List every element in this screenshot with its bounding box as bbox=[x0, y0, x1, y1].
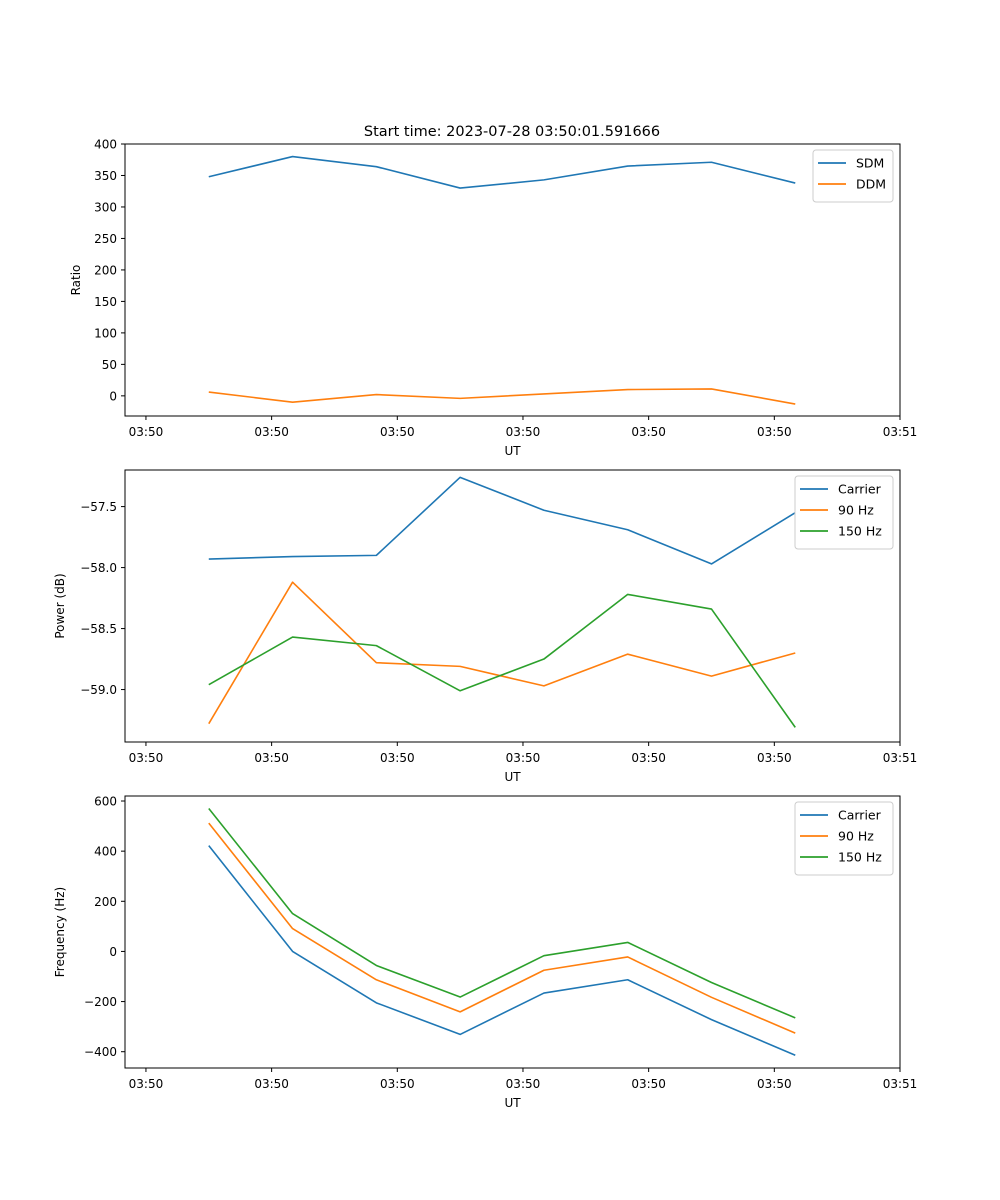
figure-title: Start time: 2023-07-28 03:50:01.591666 bbox=[364, 124, 660, 140]
axes-frame bbox=[124, 795, 901, 1069]
x-tick-label: 03:50 bbox=[129, 425, 164, 439]
x-tick-label: 03:50 bbox=[129, 751, 164, 765]
x-tick-label: 03:50 bbox=[631, 1077, 666, 1091]
y-tick-label: 350 bbox=[94, 169, 117, 183]
y-axis-label: Frequency (Hz) bbox=[53, 887, 67, 978]
x-tick-label: 03:50 bbox=[254, 425, 289, 439]
legend-label-sdm: SDM bbox=[856, 156, 884, 171]
x-tick-label: 03:50 bbox=[380, 425, 415, 439]
axes-frame bbox=[124, 469, 901, 743]
legend-label-90-hz: 90 Hz bbox=[838, 503, 874, 518]
legend-label-ddm: DDM bbox=[856, 177, 886, 192]
y-tick-label: −58.0 bbox=[80, 561, 117, 575]
legend-label-carrier: Carrier bbox=[838, 482, 882, 497]
legend-label-90-hz: 90 Hz bbox=[838, 829, 874, 844]
x-axis-label: UT bbox=[504, 770, 521, 784]
series-line-carrier bbox=[208, 476, 796, 565]
x-tick-label: 03:50 bbox=[506, 751, 541, 765]
y-tick-label: −200 bbox=[84, 995, 117, 1009]
y-tick-label: 200 bbox=[94, 263, 117, 277]
series-line-90-hz bbox=[208, 581, 796, 725]
y-tick-label: 0 bbox=[109, 945, 117, 959]
x-tick-label: 03:50 bbox=[129, 1077, 164, 1091]
chart-3: 03:50 03:50 03:50 03:50 03:50 03:50 03:51 −400 −… bbox=[53, 795, 917, 1110]
x-tick-label: 03:51 bbox=[883, 1077, 918, 1091]
axes-frame bbox=[124, 143, 901, 417]
legend-label-carrier: Carrier bbox=[838, 808, 882, 823]
y-tick-label: 400 bbox=[94, 845, 117, 859]
series-line-carrier bbox=[208, 845, 796, 1056]
series-line-150-hz bbox=[208, 593, 796, 728]
x-tick-label: 03:50 bbox=[506, 425, 541, 439]
legend: Carrier 90 Hz 150 Hz bbox=[794, 801, 894, 876]
x-tick-label: 03:50 bbox=[757, 1077, 792, 1091]
x-axis-label: UT bbox=[504, 444, 521, 458]
x-tick-label: 03:50 bbox=[757, 425, 792, 439]
y-tick-label: −59.0 bbox=[80, 683, 117, 697]
y-axis-label: Ratio bbox=[69, 265, 83, 296]
x-axis-label: UT bbox=[504, 1096, 521, 1110]
x-tick-label: 03:50 bbox=[757, 751, 792, 765]
y-tick-label: −57.5 bbox=[80, 500, 117, 514]
x-tick-label: 03:50 bbox=[631, 751, 666, 765]
y-tick-label: 0 bbox=[109, 389, 117, 403]
legend-label-150-hz: 150 Hz bbox=[838, 850, 882, 865]
y-tick-label: 400 bbox=[94, 138, 117, 152]
x-tick-label: 03:50 bbox=[380, 751, 415, 765]
chart-2: 03:50 03:50 03:50 03:50 03:50 03:50 03:51 −59.0… bbox=[53, 469, 918, 784]
y-tick-label: 600 bbox=[94, 795, 117, 809]
x-tick-label: 03:50 bbox=[254, 751, 289, 765]
y-tick-label: −400 bbox=[84, 1045, 117, 1059]
x-tick-label: 03:50 bbox=[506, 1077, 541, 1091]
y-tick-label: 250 bbox=[94, 232, 117, 246]
charts-container: 03:50 03:50 03:50 03:50 03:50 03:50 03:51 0 50 10… bbox=[53, 138, 917, 1111]
y-axis-label: Power (dB) bbox=[53, 573, 67, 638]
legend: Carrier 90 Hz 150 Hz bbox=[794, 475, 894, 550]
y-tick-label: 200 bbox=[94, 895, 117, 909]
x-tick-label: 03:50 bbox=[631, 425, 666, 439]
series-line-ddm bbox=[208, 388, 796, 405]
y-tick-label: 100 bbox=[94, 326, 117, 340]
y-tick-label: 300 bbox=[94, 200, 117, 214]
series-line-sdm bbox=[208, 155, 796, 189]
y-tick-label: 150 bbox=[94, 295, 117, 309]
legend: SDM DDM bbox=[812, 149, 894, 203]
series-line-150-hz bbox=[208, 808, 796, 1019]
x-tick-label: 03:50 bbox=[254, 1077, 289, 1091]
series-line-90-hz bbox=[208, 822, 796, 1034]
legend-label-150-hz: 150 Hz bbox=[838, 524, 882, 539]
chart-1: 03:50 03:50 03:50 03:50 03:50 03:50 03:51 0 50 10… bbox=[69, 138, 917, 459]
y-tick-label: 50 bbox=[102, 358, 117, 372]
x-tick-label: 03:50 bbox=[380, 1077, 415, 1091]
y-tick-label: −58.5 bbox=[80, 622, 117, 636]
x-tick-label: 03:51 bbox=[883, 751, 918, 765]
x-tick-label: 03:51 bbox=[883, 425, 918, 439]
